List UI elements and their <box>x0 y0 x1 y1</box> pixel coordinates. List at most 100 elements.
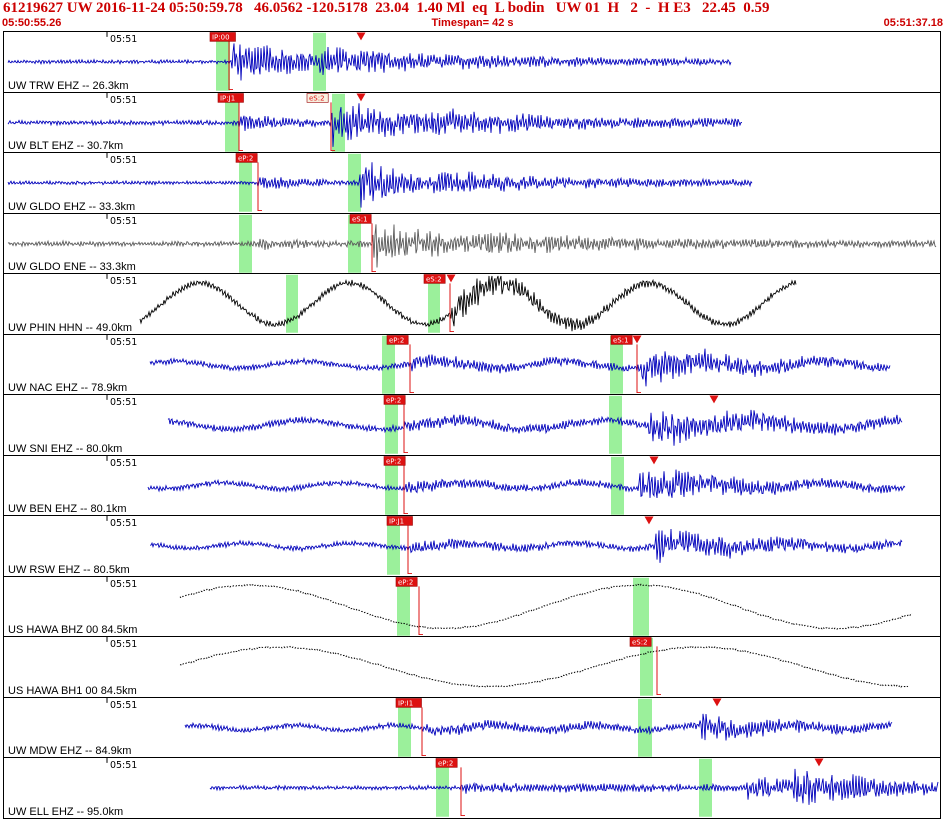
trace-panel[interactable]: 05:51 eP:2 UW BEN EHZ -- 80.1km <box>4 454 940 516</box>
pick-label-box[interactable] <box>349 213 372 224</box>
pick-label[interactable]: IP:00 <box>212 34 230 42</box>
pick-highlight-band <box>385 456 398 515</box>
station-label: UW TRW EHZ -- 26.3km <box>8 79 129 92</box>
pick-label[interactable]: eP:2 <box>438 760 453 768</box>
arrival-flag-icon <box>356 32 366 41</box>
pick-time-line[interactable] <box>257 162 262 212</box>
station-label: UW MDW EHZ -- 84.9km <box>8 745 132 758</box>
station-label: UW GLDO ENE -- 33.3km <box>8 261 136 274</box>
pick-label-box[interactable] <box>306 92 329 103</box>
waveform-canvas[interactable]: 05:51 eP:2 <box>4 455 940 516</box>
pick-highlight-band <box>382 335 395 394</box>
trace-panel[interactable]: 05:51 eS:2 UW PHIN HHN -- 49.0km <box>4 273 940 334</box>
trace-panel[interactable]: 05:51 eP:2 eS:1 UW NAC EHZ -- 78.9km <box>4 333 940 395</box>
pick-label-box[interactable] <box>383 455 406 466</box>
pick-label[interactable]: eP:2 <box>389 336 404 344</box>
pick-label-box[interactable] <box>217 92 244 103</box>
pick-highlight-band <box>428 274 440 333</box>
waveform-canvas[interactable]: 05:51 eP:2 <box>4 153 940 213</box>
pick-highlight-band <box>385 395 398 454</box>
pick-label[interactable]: IP:J1 <box>220 94 235 102</box>
minute-tick-label: 05:51 <box>110 216 137 227</box>
pick-label[interactable]: eP:2 <box>386 397 401 405</box>
arrival-flag-icon <box>632 335 642 344</box>
pick-time-line[interactable] <box>636 344 641 393</box>
trace-panel[interactable]: 05:51 IP:I1 UW MDW EHZ -- 84.9km <box>4 696 940 758</box>
pick-time-line[interactable] <box>228 41 233 91</box>
arrival-flag-icon <box>712 698 722 707</box>
seismogram-trace <box>184 713 893 741</box>
trace-panel[interactable]: 05:51 eS:2 US HAWA BH1 00 84.5km <box>4 636 940 697</box>
pick-label-box[interactable] <box>383 395 406 405</box>
seismogram-trace <box>7 162 753 208</box>
waveform-canvas[interactable]: 05:51 eP:2 <box>4 758 940 818</box>
pick-time-line[interactable] <box>421 707 426 756</box>
seismogram-trace <box>149 348 891 386</box>
pick-time-line[interactable] <box>238 101 243 151</box>
pick-label[interactable]: eS:2 <box>426 276 442 284</box>
waveform-canvas[interactable]: 05:51 IP:J1 <box>4 516 940 576</box>
pick-time-line[interactable] <box>449 283 454 333</box>
pick-label-box[interactable] <box>235 153 258 163</box>
arrival-flag-icon <box>356 93 366 101</box>
pick-label[interactable]: eP:2 <box>238 155 253 163</box>
minute-tick-label: 05:51 <box>110 760 137 771</box>
pick-label[interactable]: eS:2 <box>632 639 648 647</box>
waveform-canvas[interactable]: 05:51 eP:2 <box>4 395 940 455</box>
pick-time-line[interactable] <box>656 646 661 696</box>
minute-tick-label: 05:51 <box>110 94 137 105</box>
trace-panel[interactable]: 05:51 IP:00 UW TRW EHZ -- 26.3km <box>4 32 940 92</box>
trace-panel[interactable]: 05:51 IP:J1 UW RSW EHZ -- 80.5km <box>4 515 940 576</box>
pick-label-box[interactable] <box>386 334 409 345</box>
station-label: US HAWA BH1 00 84.5km <box>8 684 137 697</box>
pick-time-line[interactable] <box>403 465 408 514</box>
waveform-canvas[interactable]: 05:51 eS:2 <box>4 637 940 697</box>
pick-label[interactable]: eS:1 <box>613 336 629 344</box>
waveform-canvas[interactable]: 05:51 eS:1 <box>4 213 940 274</box>
pick-label[interactable]: eP:2 <box>386 457 401 465</box>
pick-time-line[interactable] <box>418 586 423 635</box>
pick-label[interactable]: IP:I1 <box>398 700 413 708</box>
pick-label-box[interactable] <box>395 698 422 708</box>
pick-time-line[interactable] <box>371 222 376 272</box>
trace-panel[interactable]: 05:51 eP:2 UW SNI EHZ -- 80.0km <box>4 394 940 455</box>
pick-label[interactable]: eS:2 <box>309 94 325 102</box>
pick-time-line[interactable] <box>409 344 414 393</box>
minute-tick-label: 05:51 <box>110 276 137 287</box>
pick-highlight-band <box>633 577 649 636</box>
waveform-canvas[interactable]: 05:51 eS:2 <box>4 274 940 334</box>
trace-plot-area[interactable]: 05:51 IP:00 UW TRW EHZ -- 26.3km 05:51 IP:J1… <box>3 31 941 819</box>
pick-label[interactable]: eS:1 <box>352 215 368 223</box>
trace-panel[interactable]: 05:51 IP:J1 eS:2 UW BLT EHZ -- 30.7km <box>4 91 940 153</box>
pick-label-box[interactable] <box>629 637 652 647</box>
minute-tick-label: 05:51 <box>110 397 137 408</box>
pick-time-line[interactable] <box>460 767 465 817</box>
trace-panel[interactable]: 05:51 eP:2 US HAWA BHZ 00 84.5km <box>4 575 940 637</box>
waveform-canvas[interactable]: 05:51 eP:2 eS:1 <box>4 334 940 395</box>
trace-panel[interactable]: 05:51 eP:2 UW ELL EHZ -- 95.0km <box>4 757 940 818</box>
pick-highlight-band <box>610 335 623 394</box>
pick-label-box[interactable] <box>209 32 236 42</box>
pick-label[interactable]: eP:2 <box>398 579 413 587</box>
pick-label-box[interactable] <box>386 516 413 526</box>
pick-label-box[interactable] <box>395 576 418 587</box>
pick-time-line[interactable] <box>407 525 412 575</box>
pick-label-box[interactable] <box>610 334 633 345</box>
station-label: UW RSW EHZ -- 80.5km <box>8 563 130 576</box>
pick-label-box[interactable] <box>435 758 458 769</box>
trace-panel[interactable]: 05:51 eS:1 UW GLDO ENE -- 33.3km <box>4 212 940 274</box>
waveform-canvas[interactable]: 05:51 IP:I1 <box>4 697 940 758</box>
waveform-canvas[interactable]: 05:51 eP:2 <box>4 576 940 637</box>
pick-label-box[interactable] <box>423 274 446 284</box>
pick-time-line[interactable] <box>403 404 408 454</box>
pick-label[interactable]: IP:J1 <box>389 518 404 526</box>
minute-tick-label: 05:51 <box>110 579 137 590</box>
pick-time-line[interactable] <box>330 101 335 151</box>
timespan-label: Timespan= 42 s <box>431 17 514 29</box>
trace-panel[interactable]: 05:51 eP:2 UW GLDO EHZ -- 33.3km <box>4 152 940 213</box>
pick-highlight-band <box>216 32 230 91</box>
waveform-canvas[interactable]: 05:51 IP:J1 eS:2 <box>4 92 940 153</box>
waveform-canvas[interactable]: 05:51 IP:00 <box>4 32 940 92</box>
pick-highlight-band <box>397 577 410 636</box>
